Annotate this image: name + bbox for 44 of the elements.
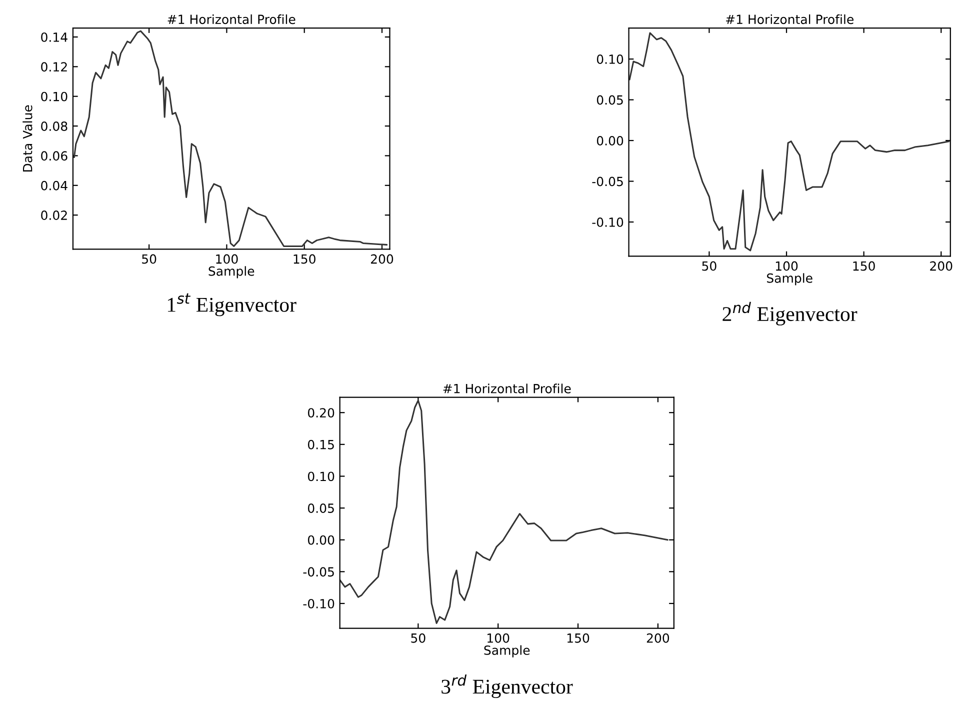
x-tick-label: 50 — [142, 254, 156, 264]
y-tick-label: 0.06 — [41, 151, 68, 161]
y-tick-label: 0.05 — [308, 504, 334, 513]
text: 2$^{nd}$ Eigenvector — [722, 302, 858, 326]
y-tick-label: 0.15 — [308, 440, 334, 450]
x-tick-label: 100 — [216, 254, 238, 264]
y-tick-label: -0.05 — [303, 567, 334, 577]
y-tick-label: -0.10 — [592, 217, 624, 227]
x-tick-label: 150 — [294, 254, 316, 264]
x-tick-label: 50 — [411, 633, 426, 643]
y-tick-label: 0.05 — [596, 95, 623, 105]
x-tick-label: 100 — [488, 633, 510, 643]
y-tick-label: -0.10 — [303, 598, 334, 608]
text: 1$^{st}$ Eigenvector — [168, 293, 296, 316]
line-series — [628, 32, 950, 252]
y-tick-label: 0.10 — [596, 54, 624, 64]
y-tick-label: 0.08 — [41, 122, 68, 131]
y-tick-label: 0.12 — [41, 62, 67, 72]
x-tick-label: 100 — [776, 261, 798, 271]
x-tick-label: 50 — [702, 261, 716, 271]
y-tick-label: 0.00 — [596, 136, 624, 146]
y-tick-label: 0.02 — [41, 210, 67, 220]
x-tick-label: 200 — [646, 633, 670, 643]
line-series — [73, 30, 388, 248]
y-tick-label: 0.14 — [41, 32, 68, 42]
x-axis-title: Sample — [766, 273, 812, 286]
chart-title: #1 Horizontal Profile — [443, 384, 571, 394]
x-axis-title: Sample — [484, 645, 530, 658]
y-tick-label: 0.04 — [41, 180, 68, 190]
x-tick-label: 150 — [567, 633, 590, 643]
y-tick-label: 0.10 — [41, 92, 68, 102]
chart-title: #1 Horizontal Profile — [168, 14, 296, 24]
x-tick-label: 150 — [853, 261, 875, 271]
y-tick-label: -0.05 — [592, 176, 623, 186]
y-tick-label: 0.00 — [308, 535, 334, 545]
text: 3$^{rd}$ Eigenvector — [442, 674, 573, 698]
line-series — [340, 400, 668, 624]
x-axis-title: Sample — [208, 266, 254, 278]
y-tick-label: 0.10 — [308, 472, 334, 482]
x-tick-label: 200 — [930, 261, 952, 271]
y-axis-title: Data Value — [22, 105, 32, 172]
y-tick-label: 0.20 — [308, 408, 334, 418]
chart-title: #1 Horizontal Profile — [726, 14, 854, 24]
x-tick-label: 200 — [370, 254, 394, 264]
